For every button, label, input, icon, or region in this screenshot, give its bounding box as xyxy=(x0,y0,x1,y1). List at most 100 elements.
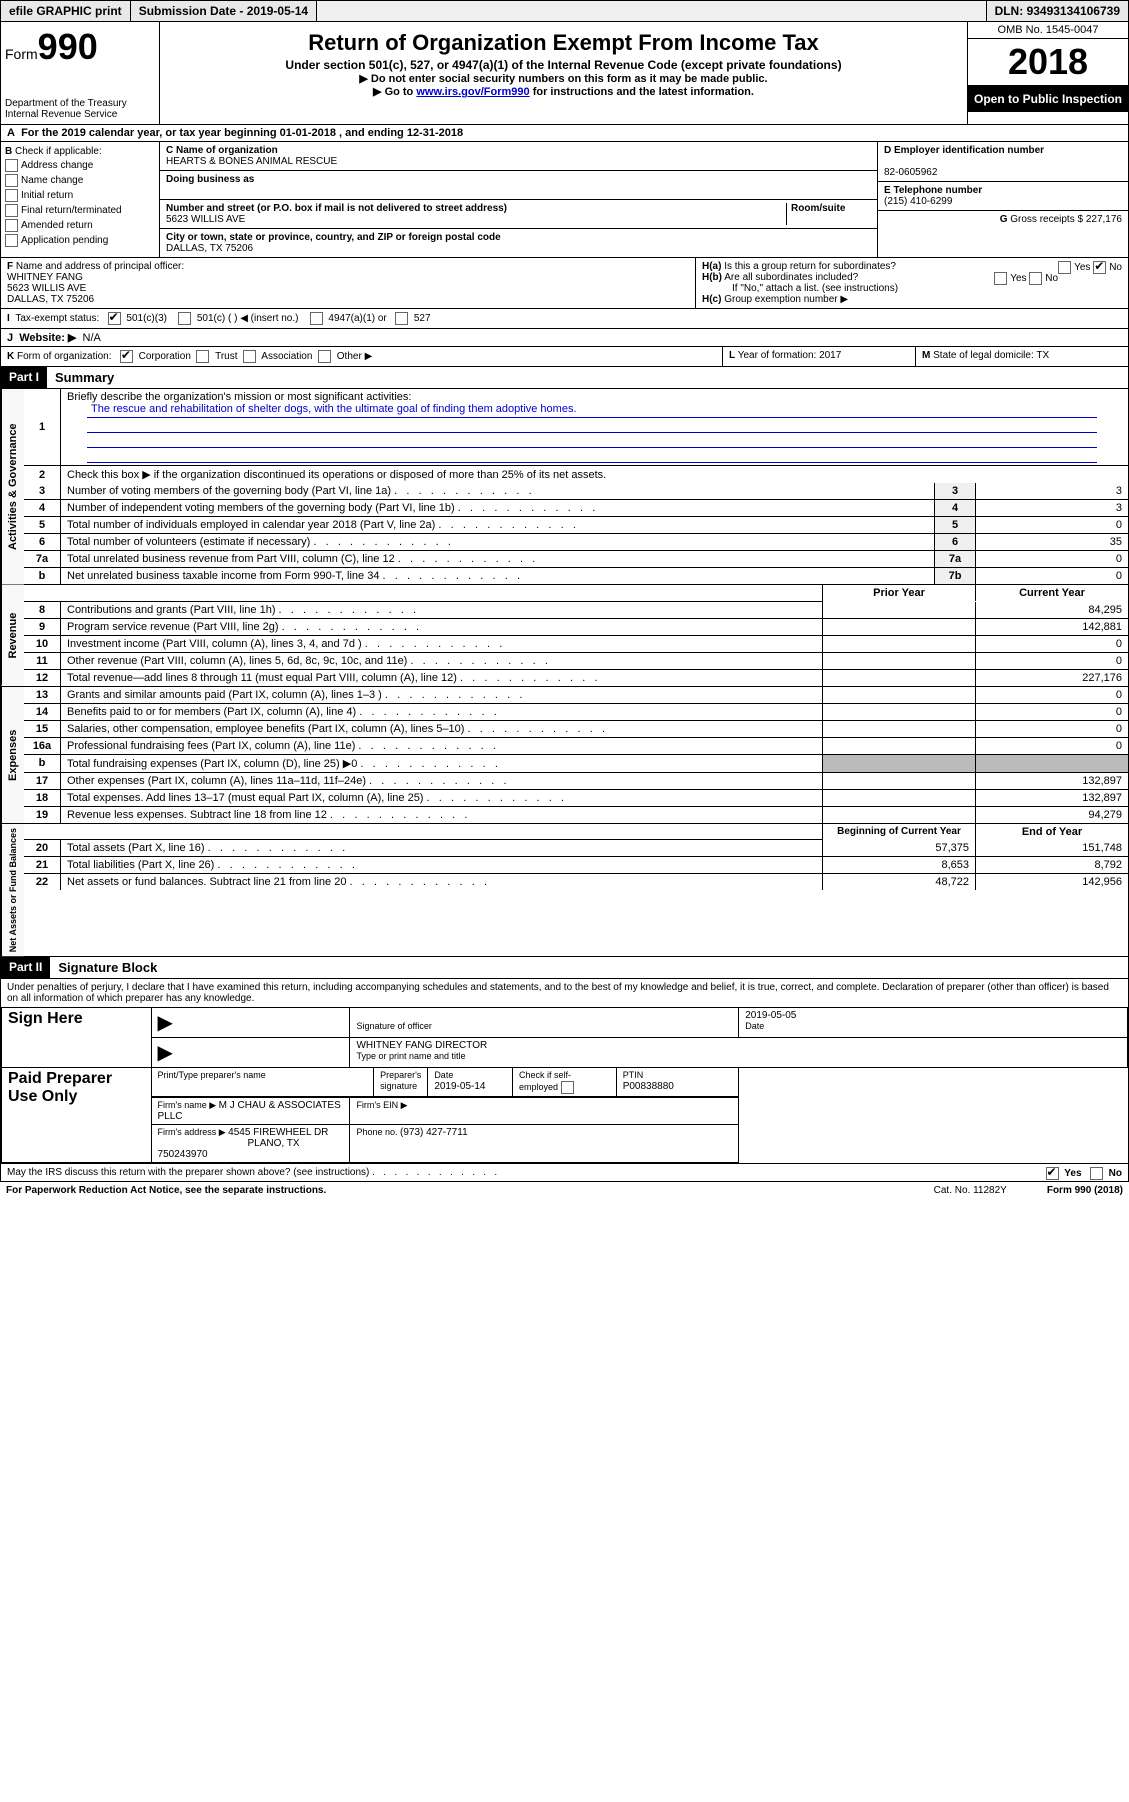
table-row: 20Total assets (Part X, line 16)57,37515… xyxy=(24,840,1128,857)
section-c: C Name of organization HEARTS & BONES AN… xyxy=(160,142,877,257)
note-ssn: Do not enter social security numbers on … xyxy=(166,72,961,85)
begin-year-header: Beginning of Current Year xyxy=(823,824,976,840)
table-row: 8Contributions and grants (Part VIII, li… xyxy=(24,602,1128,619)
right-column: D Employer identification number 82-0605… xyxy=(877,142,1128,257)
table-row: bTotal fundraising expenses (Part IX, co… xyxy=(24,754,1128,772)
year-formation: 2017 xyxy=(819,350,841,361)
part1-title: Summary xyxy=(47,367,122,388)
firm-phone: (973) 427-7711 xyxy=(400,1127,468,1138)
cat-no: Cat. No. 11282Y xyxy=(934,1185,1007,1196)
officer-city: DALLAS, TX 75206 xyxy=(7,294,94,305)
gross-receipts: 227,176 xyxy=(1086,214,1122,225)
dept-treasury: Department of the Treasury xyxy=(5,98,155,109)
form-number: Form990 xyxy=(5,26,155,68)
table-row: 17Other expenses (Part IX, column (A), l… xyxy=(24,772,1128,789)
netassets-label: Net Assets or Fund Balances xyxy=(1,824,24,956)
form-subtitle: Under section 501(c), 527, or 4947(a)(1)… xyxy=(166,58,961,72)
sig-date: 2019-05-05 xyxy=(745,1010,796,1021)
table-row: 9Program service revenue (Part VIII, lin… xyxy=(24,618,1128,635)
table-row: 6Total number of volunteers (estimate if… xyxy=(24,534,1128,551)
cb-amended[interactable]: Amended return xyxy=(5,219,155,232)
table-row: 22Net assets or fund balances. Subtract … xyxy=(24,874,1128,891)
table-row: 21Total liabilities (Part X, line 26)8,6… xyxy=(24,857,1128,874)
section-h: H(a) Is this a group return for subordin… xyxy=(696,258,1128,308)
entity-block: B Check if applicable: Address change Na… xyxy=(0,142,1129,258)
section-j: J Website: ▶ N/A xyxy=(0,329,1129,347)
revenue-label: Revenue xyxy=(1,585,24,686)
submission-date: Submission Date - 2019-05-14 xyxy=(131,1,317,21)
section-i: I Tax-exempt status: 501(c)(3) 501(c) ( … xyxy=(0,309,1129,329)
table-row: 16aProfessional fundraising fees (Part I… xyxy=(24,737,1128,754)
paperwork-notice: For Paperwork Reduction Act Notice, see … xyxy=(6,1185,326,1196)
section-f-h: F Name and address of principal officer:… xyxy=(0,258,1129,309)
dln: DLN: 93493134106739 xyxy=(986,1,1128,21)
officer-name: WHITNEY FANG xyxy=(7,272,83,283)
open-inspection: Open to Public Inspection xyxy=(968,86,1128,112)
revenue-section: Revenue Prior Year Current Year 8Contrib… xyxy=(0,585,1129,687)
prep-date: 2019-05-14 xyxy=(434,1081,485,1092)
officer-printed-name: WHITNEY FANG DIRECTOR xyxy=(356,1040,487,1051)
expenses-section: Expenses 13Grants and similar amounts pa… xyxy=(0,687,1129,824)
header-left: Form990 Department of the Treasury Inter… xyxy=(1,22,160,124)
cb-name-change[interactable]: Name change xyxy=(5,174,155,187)
table-row: 12Total revenue—add lines 8 through 11 (… xyxy=(24,669,1128,686)
sign-here-label: Sign Here xyxy=(2,1007,152,1067)
table-row: 14Benefits paid to or for members (Part … xyxy=(24,703,1128,720)
table-row: 5Total number of individuals employed in… xyxy=(24,517,1128,534)
cb-address-change[interactable]: Address change xyxy=(5,159,155,172)
penalty-text: Under penalties of perjury, I declare th… xyxy=(1,979,1128,1007)
table-row: 10Investment income (Part VIII, column (… xyxy=(24,635,1128,652)
firm-address: 4545 FIREWHEEL DR xyxy=(228,1127,328,1138)
table-row: bNet unrelated business taxable income f… xyxy=(24,568,1128,585)
tax-year: 2018 xyxy=(968,39,1128,86)
form-header: Form990 Department of the Treasury Inter… xyxy=(0,22,1129,125)
org-name: HEARTS & BONES ANIMAL RESCUE xyxy=(166,156,337,167)
expenses-label: Expenses xyxy=(1,687,24,823)
current-year-header: Current Year xyxy=(976,585,1129,601)
table-row: 19Revenue less expenses. Subtract line 1… xyxy=(24,806,1128,823)
irs-label: Internal Revenue Service xyxy=(5,109,155,120)
footer: For Paperwork Reduction Act Notice, see … xyxy=(0,1182,1129,1199)
section-klm: K Form of organization: Corporation Trus… xyxy=(0,347,1129,367)
irs-link[interactable]: www.irs.gov/Form990 xyxy=(416,86,529,98)
mission-text: The rescue and rehabilitation of shelter… xyxy=(87,403,1097,418)
section-a: A For the 2019 calendar year, or tax yea… xyxy=(0,125,1129,142)
section-f: F Name and address of principal officer:… xyxy=(1,258,696,308)
part2-title: Signature Block xyxy=(50,957,165,978)
part2-header: Part II xyxy=(1,957,50,978)
top-bar: efile GRAPHIC print Submission Date - 20… xyxy=(0,0,1129,22)
website: N/A xyxy=(83,332,101,344)
ptin: P00838880 xyxy=(623,1081,674,1092)
table-row: 15Salaries, other compensation, employee… xyxy=(24,720,1128,737)
table-row: 4Number of independent voting members of… xyxy=(24,500,1128,517)
form-ref: Form 990 (2018) xyxy=(1047,1185,1123,1196)
cb-app-pending[interactable]: Application pending xyxy=(5,234,155,247)
prior-year-header: Prior Year xyxy=(823,585,976,601)
header-right: OMB No. 1545-0047 2018 Open to Public In… xyxy=(967,22,1128,124)
signature-block: Under penalties of perjury, I declare th… xyxy=(0,979,1129,1182)
table-row: 3Number of voting members of the governi… xyxy=(24,483,1128,500)
telephone: (215) 410-6299 xyxy=(884,196,952,207)
cb-final-return[interactable]: Final return/terminated xyxy=(5,204,155,217)
table-row: 13Grants and similar amounts paid (Part … xyxy=(24,687,1128,704)
section-b: B Check if applicable: Address change Na… xyxy=(1,142,160,257)
efile-label: efile GRAPHIC print xyxy=(1,1,131,21)
cb-initial-return[interactable]: Initial return xyxy=(5,189,155,202)
omb-number: OMB No. 1545-0047 xyxy=(968,22,1128,39)
header-center: Return of Organization Exempt From Incom… xyxy=(160,22,967,124)
end-year-header: End of Year xyxy=(976,824,1129,840)
state-domicile: TX xyxy=(1036,350,1049,361)
netassets-section: Net Assets or Fund Balances Beginning of… xyxy=(0,824,1129,957)
city-state-zip: DALLAS, TX 75206 xyxy=(166,243,253,254)
table-row: 11Other revenue (Part VIII, column (A), … xyxy=(24,652,1128,669)
part1-header: Part I xyxy=(1,367,47,388)
table-row: 7aTotal unrelated business revenue from … xyxy=(24,551,1128,568)
table-row: 18Total expenses. Add lines 13–17 (must … xyxy=(24,789,1128,806)
governance-label: Activities & Governance xyxy=(1,389,24,584)
officer-street: 5623 WILLIS AVE xyxy=(7,283,86,294)
governance-section: Activities & Governance 1 Briefly descri… xyxy=(0,389,1129,585)
street-address: 5623 WILLIS AVE xyxy=(166,214,245,225)
ein: 82-0605962 xyxy=(884,167,937,178)
firm-city: PLANO, TX 750243970 xyxy=(158,1138,300,1160)
paid-preparer-label: Paid Preparer Use Only xyxy=(2,1067,152,1162)
